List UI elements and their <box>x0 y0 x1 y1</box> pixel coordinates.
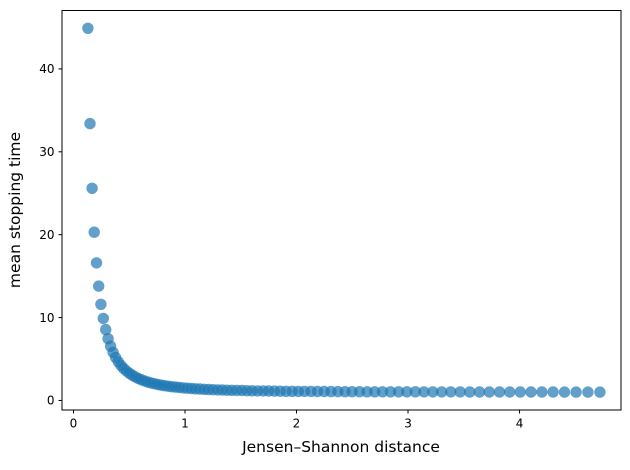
data-point <box>90 257 103 269</box>
data-point <box>84 117 96 130</box>
x-axis-label: Jensen–Shannon distance <box>241 438 440 456</box>
data-point <box>95 298 107 310</box>
data-point <box>384 386 397 398</box>
data-point <box>464 386 476 398</box>
data-point <box>493 386 506 398</box>
x-tick-label: 0 <box>70 417 78 431</box>
x-tick-label: 2 <box>293 417 301 431</box>
y-axis-label: mean stopping time <box>6 132 24 288</box>
y-tick-label: 0 <box>47 394 55 408</box>
data-point <box>97 312 110 325</box>
data-point <box>547 386 559 398</box>
data-point <box>536 386 548 398</box>
x-tick-label: 3 <box>404 417 412 431</box>
data-point <box>504 386 516 398</box>
data-point <box>558 386 571 398</box>
y-tick-label: 40 <box>39 62 54 76</box>
data-point <box>427 386 439 398</box>
data-point <box>409 386 422 398</box>
x-tick-label: 4 <box>516 417 524 431</box>
data-point <box>86 182 98 194</box>
data-point <box>392 386 405 398</box>
data-point <box>401 386 413 398</box>
data-point <box>594 386 606 398</box>
y-tick-label: 30 <box>39 145 54 159</box>
data-point <box>369 386 381 398</box>
data-point <box>483 386 495 398</box>
data-point <box>93 280 105 292</box>
data-point <box>514 386 526 398</box>
data-point <box>445 386 457 398</box>
data-point <box>454 386 466 398</box>
data-point <box>82 22 94 34</box>
data-point <box>582 386 594 398</box>
y-tick-label: 20 <box>39 228 54 242</box>
data-point <box>100 323 112 336</box>
data-point <box>473 386 486 398</box>
data-point <box>376 386 389 398</box>
data-point <box>418 386 430 398</box>
data-point <box>436 386 448 398</box>
y-tick-label: 10 <box>39 311 54 325</box>
data-point <box>570 386 582 398</box>
data-point <box>525 386 537 398</box>
x-tick-label: 1 <box>181 417 189 431</box>
plot-area-border <box>61 10 622 411</box>
data-points <box>82 22 606 398</box>
data-point <box>88 226 100 238</box>
